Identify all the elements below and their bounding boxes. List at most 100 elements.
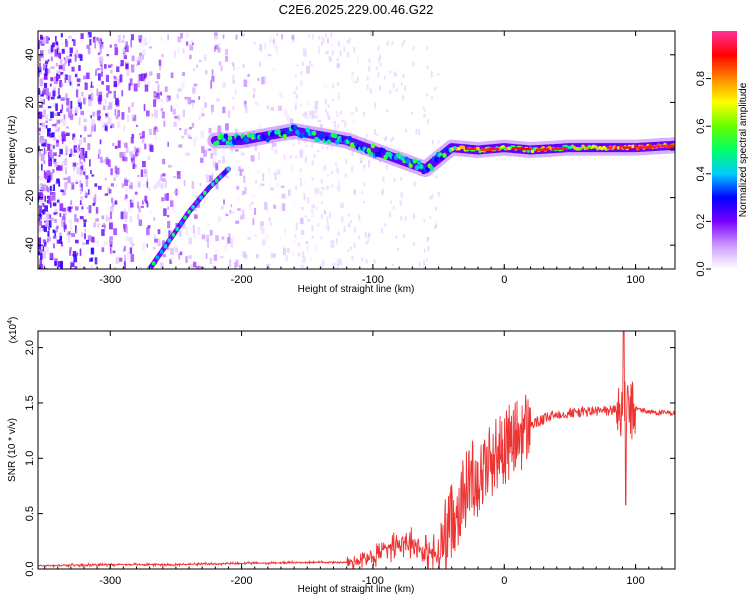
noise-cell	[130, 243, 135, 247]
x-tick-label: -300	[99, 274, 121, 286]
noise-cell	[109, 105, 112, 110]
ridge-peak	[520, 147, 532, 151]
noise-cell	[63, 57, 66, 60]
noise-cell	[67, 105, 71, 112]
noise-cell	[240, 215, 243, 220]
noise-cell	[193, 261, 197, 268]
noise-cell	[275, 181, 279, 187]
noise-cell	[210, 80, 213, 89]
noise-cell	[79, 187, 82, 195]
noise-cell	[74, 55, 77, 62]
noise-cell	[400, 193, 403, 199]
noise-cell	[85, 179, 89, 187]
noise-cell	[80, 110, 84, 116]
noise-cell	[229, 259, 232, 267]
y-tick-label: -20	[24, 190, 36, 206]
noise-cell	[73, 39, 76, 46]
noise-cell	[273, 253, 276, 258]
noise-cell	[321, 42, 323, 46]
noise-cell	[185, 227, 189, 235]
noise-cell	[80, 210, 84, 213]
noise-cell	[81, 206, 84, 210]
noise-cell	[139, 133, 142, 136]
noise-cell	[141, 131, 145, 138]
noise-cell	[144, 84, 149, 92]
noise-cell	[49, 196, 53, 200]
noise-cell	[182, 109, 185, 117]
noise-cell	[193, 206, 197, 212]
noise-cell	[188, 255, 193, 259]
noise-cell	[39, 104, 43, 108]
noise-cell	[111, 72, 115, 80]
noise-cell	[59, 244, 62, 252]
noise-cell	[97, 223, 100, 228]
noise-cell	[54, 48, 59, 57]
noise-cell	[312, 204, 315, 208]
noise-cell	[42, 89, 47, 95]
noise-cell	[130, 151, 134, 158]
noise-cell	[90, 115, 92, 119]
noise-cell	[402, 95, 405, 101]
noise-cell	[107, 111, 110, 115]
noise-cell	[65, 40, 69, 48]
noise-cell	[43, 147, 46, 155]
noise-cell	[45, 36, 49, 44]
noise-cell	[323, 84, 328, 89]
noise-cell	[40, 153, 45, 161]
noise-cell	[74, 73, 78, 78]
noise-cell	[39, 266, 42, 269]
noise-cell	[92, 202, 95, 206]
noise-cell	[110, 168, 113, 176]
snr-y-label: SNR (10 * v/v)	[7, 418, 18, 482]
noise-cell	[273, 42, 277, 49]
noise-cell	[54, 209, 57, 212]
noise-cell	[423, 109, 426, 112]
noise-cell	[137, 174, 140, 178]
noise-cell	[360, 160, 362, 164]
noise-cell	[128, 208, 131, 213]
noise-cell	[152, 246, 156, 250]
noise-cell	[324, 99, 327, 105]
noise-cell	[422, 106, 425, 109]
noise-cell	[328, 55, 331, 61]
noise-cell	[124, 254, 126, 262]
noise-cell	[275, 47, 279, 51]
noise-cell	[347, 224, 350, 228]
noise-cell	[161, 54, 164, 57]
noise-cell	[177, 115, 181, 121]
ridge-peak	[551, 147, 563, 150]
noise-cell	[131, 134, 135, 138]
noise-cell	[73, 165, 76, 171]
noise-cell	[161, 111, 165, 119]
branch-cell	[206, 185, 211, 191]
noise-cell	[426, 93, 428, 96]
noise-cell	[311, 177, 314, 181]
y-tick-label: 20	[24, 96, 36, 108]
noise-cell	[69, 223, 72, 230]
noise-cell	[300, 250, 303, 257]
noise-cell	[84, 233, 86, 240]
noise-cell	[261, 76, 265, 85]
noise-cell	[350, 220, 352, 223]
noise-cell	[87, 189, 90, 195]
noise-cell	[78, 154, 81, 158]
noise-cell	[64, 76, 67, 84]
x-tick-label: -200	[231, 274, 253, 286]
noise-cell	[60, 33, 63, 38]
noise-cell	[310, 64, 314, 67]
noise-cell	[108, 199, 111, 207]
noise-cell	[117, 35, 121, 43]
noise-cell	[279, 92, 283, 98]
noise-cell	[193, 83, 198, 87]
ridge-cell	[265, 137, 270, 143]
ridge-cell	[530, 149, 535, 154]
noise-cell	[392, 136, 395, 140]
noise-cell	[305, 241, 309, 244]
noise-cell	[147, 225, 151, 229]
noise-cell	[170, 256, 174, 259]
branch-cell	[203, 190, 207, 195]
noise-cell	[433, 224, 436, 229]
noise-cell	[221, 236, 225, 240]
noise-cell	[336, 175, 339, 182]
noise-cell	[87, 207, 90, 210]
